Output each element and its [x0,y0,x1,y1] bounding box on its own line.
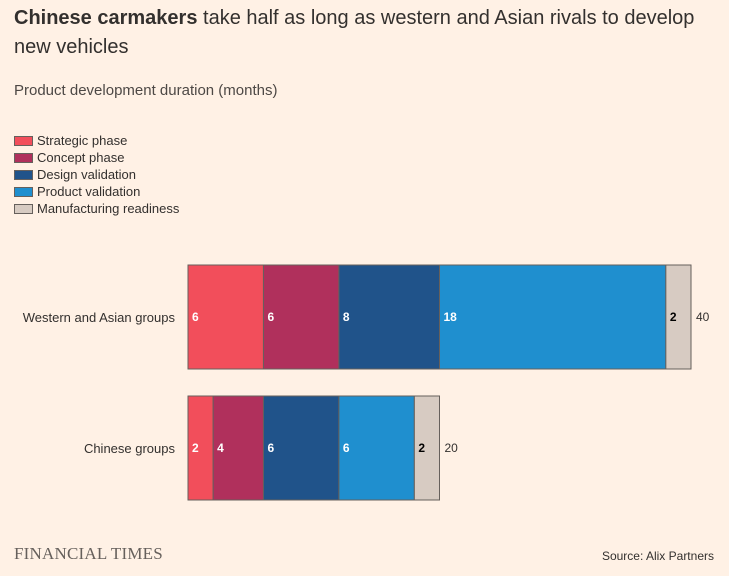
legend-label: Product validation [37,184,141,199]
bar-segment [439,264,667,370]
bar-segment [413,395,441,501]
segment-value-label: 6 [267,310,274,324]
chart-title-rest: take half as long as western and Asian r… [14,7,695,58]
segment-value-label: 8 [343,310,350,324]
bar-total-label: 40 [696,310,710,324]
ft-logo: FINANCIAL TIMES [14,544,163,563]
legend-swatch [14,135,33,146]
legend-swatch [14,169,33,180]
bar-segment [665,264,692,370]
legend-item: Strategic phase [14,132,179,149]
segment-value-label: 6 [267,441,274,455]
legend-item: Design validation [14,166,179,183]
segment-value-label: 6 [343,441,350,455]
segment-value-label: 2 [670,310,677,324]
bar-segment [262,264,340,370]
legend-label: Manufacturing readiness [37,201,180,216]
legend-swatch [14,203,33,214]
legend-item: Manufacturing readiness [14,200,179,217]
legend-label: Strategic phase [37,133,128,148]
chart-legend: Strategic phase Concept phase Design valid… [14,132,179,217]
category-label: Western and Asian groups [23,310,176,325]
stacked-bar-chart: Western and Asian groups 6 6 8 18 2 40 Chinese … [23,264,710,501]
chart-title-bold: Chinese carmakers [14,7,198,29]
legend-swatch [14,152,33,163]
segment-value-label: 2 [418,441,425,455]
bar-segment [187,264,264,370]
legend-label: Design validation [37,167,137,182]
bar-segment [262,395,340,501]
segment-value-label: 18 [444,310,458,324]
legend-item: Concept phase [14,149,179,166]
chart-subtitle: Product development duration (months) [14,82,278,99]
bar-segment [212,395,264,501]
legend-swatch [14,186,33,197]
category-label: Chinese groups [84,441,176,456]
bar-segment [338,264,440,370]
segment-value-label: 4 [217,441,224,455]
chart-title: Chinese carmakers take half as long as w… [14,4,714,62]
legend-label: Concept phase [37,150,125,165]
segment-value-label: 6 [192,310,199,324]
source-note: Source: Alix Partners [601,549,714,563]
legend-item: Product validation [14,183,179,200]
bar-total-label: 20 [445,441,459,455]
segment-value-label: 2 [192,441,199,455]
bar-segment [338,395,415,501]
